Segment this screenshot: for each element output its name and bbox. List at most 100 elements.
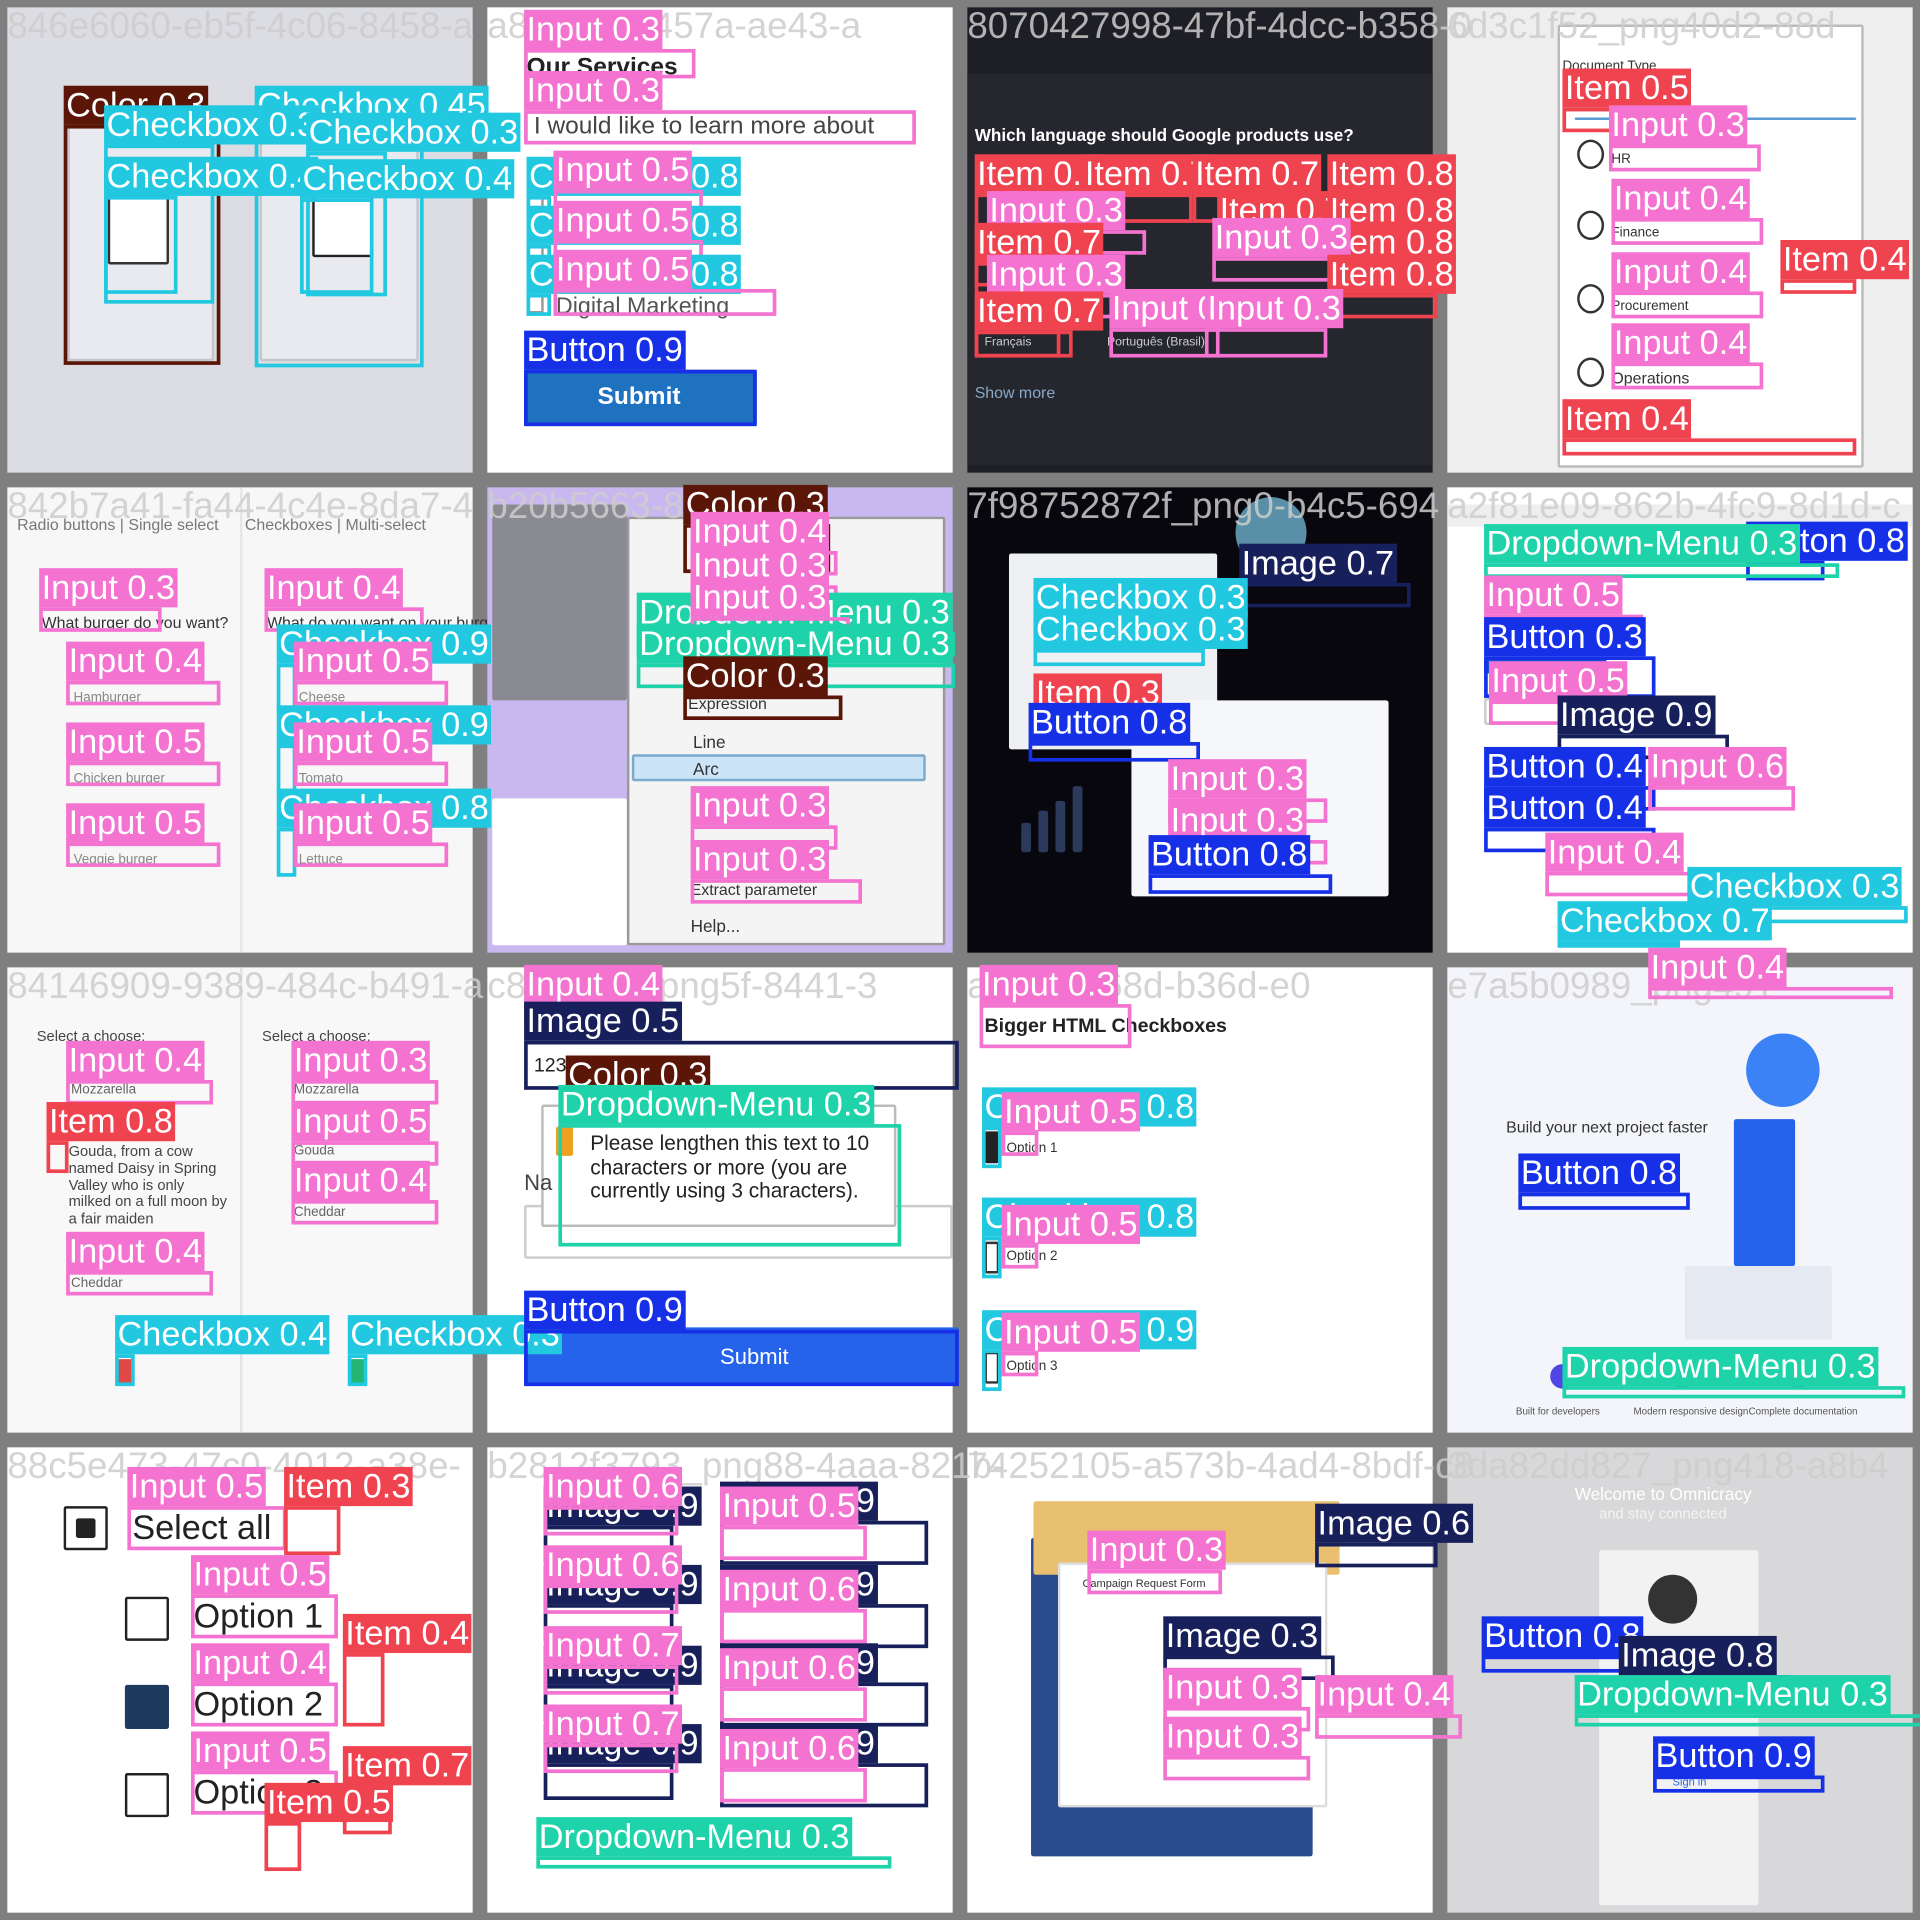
detection-box	[46, 1141, 69, 1174]
detection-box	[66, 680, 221, 706]
detection-label: Input 0.4	[524, 964, 663, 1005]
detection-box	[66, 1271, 214, 1296]
detection-box	[1574, 1714, 1920, 1727]
detection-label: Input 0.7	[543, 1704, 683, 1744]
detection-label: Input 0.4	[1611, 252, 1750, 292]
shape	[1055, 800, 1066, 853]
detection-box	[300, 198, 374, 294]
detection-label: Checkbox 0.4	[104, 156, 319, 196]
ui-text: Gouda	[293, 1143, 335, 1159]
detection-label: Input 0.4	[66, 1040, 205, 1080]
detection-label: Dropdown-Menu 0.3	[1484, 524, 1800, 564]
detection-label: Input 0.3	[1168, 800, 1307, 840]
detection-label: Input 0.6	[1648, 746, 1787, 787]
detection-box	[306, 151, 387, 297]
ui-text: Help...	[690, 915, 741, 936]
detection-box	[1001, 1131, 1039, 1156]
detection-label: Input 0.5	[293, 641, 433, 681]
detection-label: Input 0.5	[553, 249, 692, 289]
detection-box	[543, 1743, 679, 1774]
detection-label: Button 0.3	[1484, 617, 1646, 657]
shape	[1733, 1119, 1796, 1267]
detection-label: Input 0.5	[293, 722, 433, 762]
detection-box	[683, 695, 843, 720]
detection-label: Input 0.5	[127, 1466, 266, 1507]
detection-box	[720, 1768, 867, 1803]
detection-label: Input 0.3	[690, 786, 829, 826]
shape	[124, 1773, 169, 1818]
detection-box	[1001, 1351, 1039, 1377]
detection-label: Input 0.3	[291, 1040, 430, 1080]
ui-text: Checkboxes | Multi-select	[244, 515, 426, 534]
detection-label: Image 0.3	[1163, 1616, 1321, 1656]
detection-label: Input 0.3	[690, 840, 829, 880]
detection-label: Button 0.9	[524, 330, 686, 370]
detection-box	[1315, 1714, 1463, 1739]
detection-label: Item 0.3	[284, 1466, 413, 1507]
shape	[124, 1684, 169, 1729]
detection-box	[1163, 1755, 1311, 1781]
shape	[492, 504, 627, 701]
detection-label: Item 0.7	[342, 1746, 472, 1786]
detection-label: Input 0.5	[1484, 575, 1623, 615]
shape	[1021, 822, 1032, 853]
ui-text: 123	[533, 1055, 567, 1077]
shape	[1038, 810, 1049, 853]
shape	[1577, 210, 1605, 240]
detection-label: Item 0.7	[974, 291, 1104, 331]
detection-box	[1611, 217, 1764, 245]
ui-text: Français	[984, 335, 1032, 349]
detection-box	[347, 1354, 368, 1387]
ui-text: Show more	[974, 383, 1056, 402]
detection-label: Input 0.6	[720, 1569, 859, 1609]
detection-box	[291, 1200, 439, 1225]
detection-box	[1653, 1775, 1825, 1793]
detection-box	[1557, 940, 1680, 948]
detection-box	[558, 1124, 902, 1247]
detection-box	[127, 1506, 287, 1551]
detection-box	[1327, 293, 1438, 319]
shape	[350, 1359, 365, 1384]
ui-text: Option 1	[193, 1596, 324, 1635]
detection-label: Button 0.8	[1028, 702, 1190, 743]
ui-text: Mozzarella	[71, 1082, 137, 1098]
file-name: 842b7a41-fa44-4c4e-8da7-4	[7, 486, 474, 527]
detection-box	[982, 1236, 1002, 1279]
shape	[1746, 1033, 1820, 1107]
detection-label: Input 0.5	[191, 1555, 330, 1595]
detection-box	[1204, 328, 1328, 358]
detection-box	[982, 1349, 1002, 1392]
shape	[492, 798, 627, 946]
detection-box	[66, 1080, 214, 1105]
detection-box	[524, 369, 757, 427]
ui-text: Bigger HTML Checkboxes	[984, 1016, 1227, 1038]
ui-text: Build your next project faster	[1506, 1117, 1708, 1137]
detection-box	[543, 1506, 679, 1536]
detection-box	[1033, 648, 1205, 667]
detection-label: Input 0.6	[720, 1728, 859, 1769]
detection-label: Item 0.4	[342, 1613, 472, 1654]
detection-label: Button 0.9	[1653, 1736, 1815, 1776]
detection-label: Input 0.4	[1315, 1675, 1454, 1715]
detection-label: Input 0.3	[1608, 105, 1748, 145]
detection-label: Checkbox 0.3	[306, 112, 521, 152]
detection-box	[1780, 279, 1857, 294]
detection-box	[1109, 328, 1220, 358]
ui-text: Cheese	[298, 690, 346, 706]
ui-text: Na	[524, 1170, 553, 1196]
ui-text: Welcome to Omnicracy	[1574, 1484, 1752, 1504]
ui-text: Finance	[1611, 225, 1660, 240]
ui-text: Complete documentation	[1748, 1405, 1858, 1417]
ui-text: Operations	[1611, 368, 1690, 387]
detection-label: Input 0.3	[986, 254, 1126, 294]
ui-text: Submit	[720, 1344, 789, 1369]
ui-text: Select a choose:	[36, 1027, 146, 1045]
shape	[240, 967, 243, 1433]
detection-label: Input 0.5	[1001, 1092, 1140, 1132]
ui-text: and stay connected	[1599, 1504, 1727, 1523]
detection-box	[342, 1653, 385, 1727]
ui-text: Which language should Google products us…	[974, 124, 1354, 145]
detection-label: Color 0.3	[683, 656, 828, 696]
detection-box	[720, 1525, 867, 1560]
